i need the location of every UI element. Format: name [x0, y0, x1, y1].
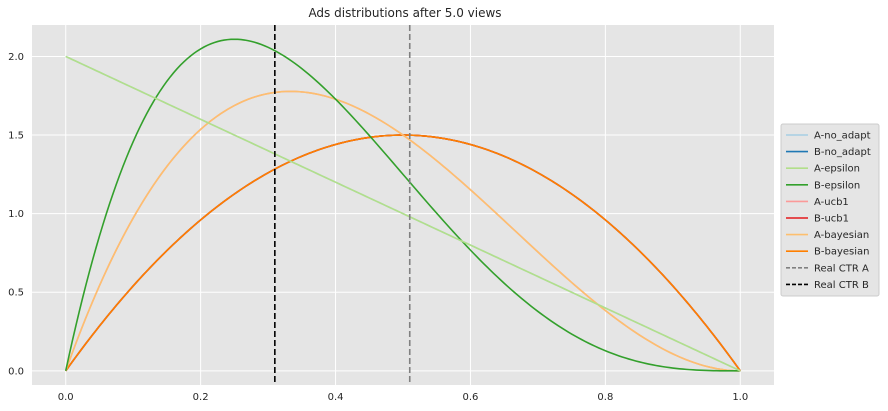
series-line-a-epsilon	[65, 55, 741, 372]
x-tick-label-2: 0.4	[328, 392, 344, 403]
x-axis-ticks: 0.0 0.2 0.4 0.6 0.8 1.0	[58, 392, 748, 403]
x-tick-label-3: 0.6	[463, 392, 479, 403]
legend-box	[780, 123, 880, 297]
legend-label-real-ctr-a: Real CTR A	[814, 263, 869, 274]
vline-layer	[274, 25, 411, 385]
y-tick-label-3: 1.5	[8, 131, 24, 142]
legend: A-no_adapt B-no_adapt A-epsilon B-epsilon A-…	[780, 123, 880, 297]
series-line-b-epsilon	[64, 38, 741, 372]
plot-area	[32, 25, 774, 385]
y-tick-label-0: 0.0	[8, 366, 24, 377]
legend-label-b-epsilon: B-epsilon	[814, 180, 860, 191]
y-axis-ticks: 0.0 0.5 1.0 1.5 2.0	[8, 52, 24, 377]
y-tick-label-4: 2.0	[8, 52, 24, 63]
legend-label-a-no-adapt: A-no_adapt	[814, 131, 871, 142]
legend-label-b-bayesian: B-bayesian	[814, 247, 869, 258]
plot-background	[32, 25, 774, 385]
x-tick-label-0: 0.0	[58, 392, 74, 403]
series-line-a-bayesian	[64, 90, 741, 372]
legend-label-real-ctr-b: Real CTR B	[814, 280, 869, 291]
legend-label-a-epsilon: A-epsilon	[814, 164, 860, 175]
y-tick-label-1: 0.5	[8, 288, 24, 299]
x-tick-label-5: 1.0	[732, 392, 748, 403]
legend-label-a-ucb1: A-ucb1	[814, 197, 849, 208]
x-tick-label-1: 0.2	[193, 392, 209, 403]
series-layer	[64, 38, 741, 372]
legend-label-a-bayesian: A-bayesian	[814, 230, 869, 241]
legend-label-b-ucb1: B-ucb1	[814, 214, 849, 225]
legend-label-b-no-adapt: B-no_adapt	[814, 147, 871, 158]
x-tick-label-4: 0.8	[597, 392, 613, 403]
chart-title: Ads distributions after 5.0 views	[308, 6, 501, 20]
y-tick-label-2: 1.0	[8, 209, 24, 220]
